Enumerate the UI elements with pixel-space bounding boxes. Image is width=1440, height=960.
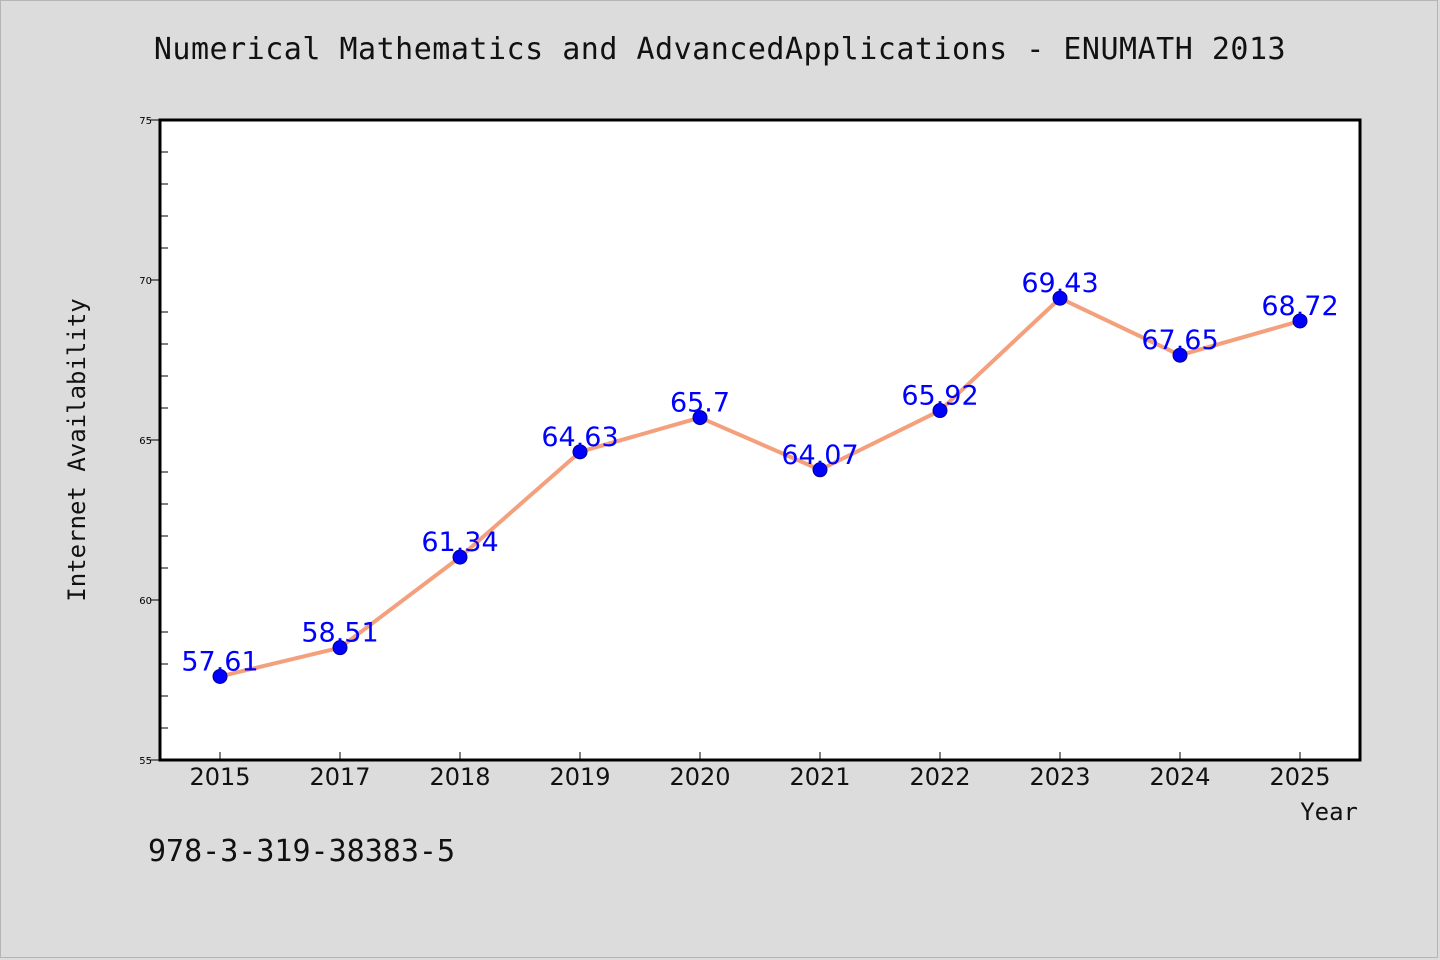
data-point — [692, 410, 708, 426]
x-tick-label: 2018 — [429, 763, 490, 791]
data-label: 67.65 — [1141, 325, 1218, 356]
data-point — [452, 549, 468, 565]
plot-area — [158, 118, 1362, 762]
data-point — [932, 403, 948, 419]
data-point — [1292, 313, 1308, 329]
data-label: 65.7 — [670, 388, 730, 419]
y-tick-label: 75 — [139, 116, 152, 127]
x-tick-label: 2017 — [309, 763, 370, 791]
y-tick-label: 65 — [139, 436, 152, 447]
y-axis-label: Internet Availability — [63, 298, 91, 601]
data-label: 64.63 — [541, 422, 618, 453]
data-label: 58.51 — [301, 618, 378, 649]
isbn-text: 978-3-319-38383-5 — [148, 834, 456, 869]
data-label: 64.07 — [781, 440, 858, 471]
data-point — [1052, 290, 1068, 306]
x-tick-label: 2019 — [549, 763, 610, 791]
x-tick-label: 2022 — [909, 763, 970, 791]
data-point — [812, 462, 828, 478]
chart-title: Numerical Mathematics and AdvancedApplic… — [153, 32, 1287, 67]
y-tick-label: 70 — [139, 276, 152, 287]
data-label: 68.72 — [1261, 291, 1338, 322]
x-tick-label: 2020 — [669, 763, 730, 791]
y-tick-label: 55 — [139, 756, 152, 767]
data-label: 61.34 — [421, 527, 498, 558]
x-tick-label: 2015 — [189, 763, 250, 791]
data-point — [212, 668, 228, 684]
y-tick-label: 60 — [139, 596, 152, 607]
x-tick-label: 2021 — [789, 763, 850, 791]
data-point — [1172, 347, 1188, 363]
data-point — [332, 640, 348, 656]
x-tick-label: 2025 — [1269, 763, 1330, 791]
x-tick-label: 2024 — [1149, 763, 1210, 791]
series-line — [219, 296, 1301, 679]
x-tick-label: 2023 — [1029, 763, 1090, 791]
data-label: 69.43 — [1021, 268, 1098, 299]
data-point — [572, 444, 588, 460]
data-label: 65.92 — [901, 381, 978, 412]
data-label: 57.61 — [181, 646, 258, 677]
x-axis-label: Year — [1300, 798, 1358, 826]
